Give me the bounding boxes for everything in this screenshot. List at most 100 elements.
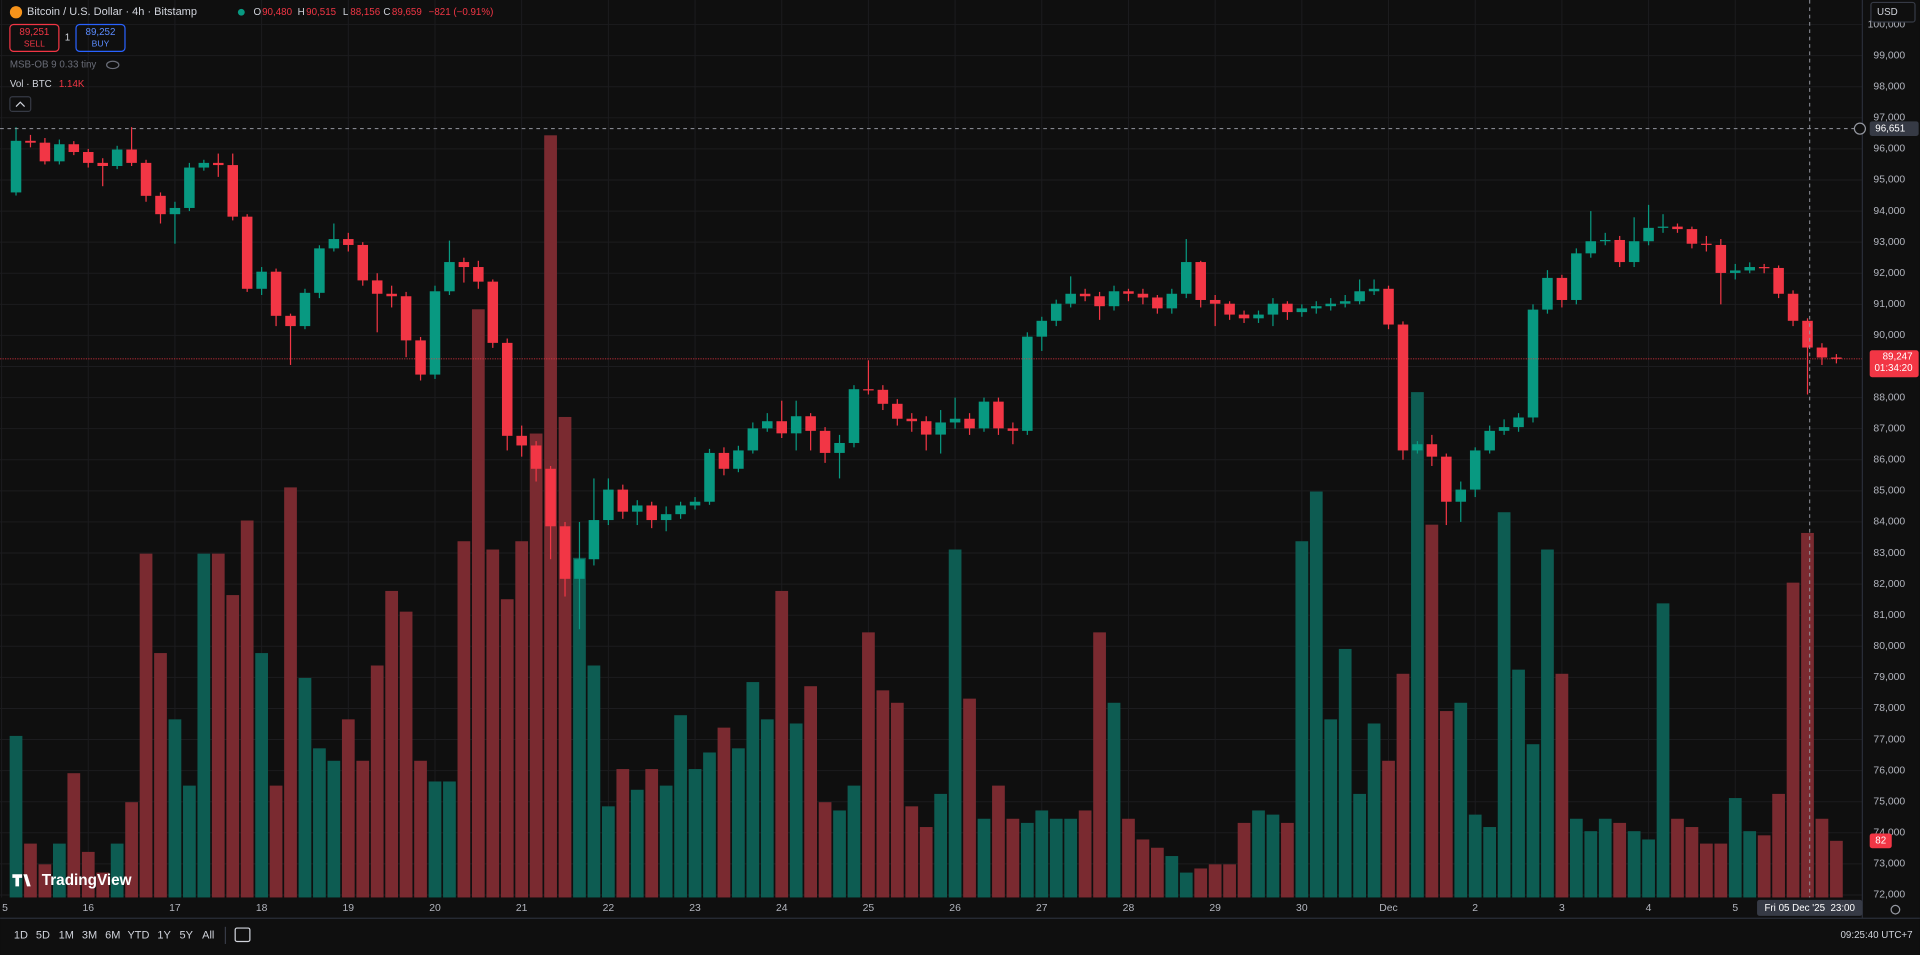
indicator-label: MSB-OB 9 0.33 tiny <box>10 59 97 70</box>
volume-bar <box>1815 818 1829 898</box>
volume-bar <box>1252 810 1265 898</box>
volume-bar <box>1382 760 1395 898</box>
range-button[interactable]: 1D <box>14 929 28 941</box>
candle-body <box>762 421 773 429</box>
buy-label[interactable]: BUY <box>92 38 110 48</box>
buy-price[interactable]: 89,252 <box>86 27 116 38</box>
sell-label[interactable]: SELL <box>24 38 45 48</box>
volume-bar <box>1309 491 1323 898</box>
candle-body <box>949 418 961 423</box>
volume-bar <box>1266 814 1280 898</box>
y-tick-label: 96,000 <box>1873 144 1905 155</box>
candle-body <box>1513 417 1524 428</box>
currency[interactable]: USD <box>1877 7 1898 18</box>
volume-bar <box>1439 711 1453 898</box>
candle-body <box>415 340 426 375</box>
range-button[interactable]: 3M <box>82 929 97 941</box>
volume-bar <box>385 590 399 898</box>
volume-bar <box>1598 818 1612 898</box>
range-button[interactable]: 5Y <box>179 929 193 941</box>
volume-bar <box>1411 392 1424 898</box>
candle-body <box>285 315 296 327</box>
volume-layer <box>9 135 1843 898</box>
collapse-button[interactable] <box>9 96 32 113</box>
volume-bar <box>1353 793 1366 898</box>
hide-icon[interactable] <box>106 60 120 70</box>
date-range-button[interactable] <box>234 927 251 943</box>
volume-bar <box>789 723 803 898</box>
candle-body <box>184 167 195 208</box>
volume-bar <box>1324 719 1338 898</box>
sell-button[interactable] <box>9 23 60 53</box>
volume-bar <box>486 549 500 898</box>
y-tick-label: 99,000 <box>1873 50 1905 61</box>
candle-body <box>386 293 397 297</box>
candle-body <box>1253 314 1264 319</box>
candle-body <box>1354 291 1365 302</box>
candle-body <box>574 559 585 579</box>
x-tick-label: 22 <box>603 903 615 914</box>
y-tick-label: 76,000 <box>1873 765 1905 776</box>
volume-bar <box>183 785 196 898</box>
overlay <box>0 0 1863 898</box>
volume-bar <box>1136 839 1150 898</box>
candle-body <box>1209 299 1221 304</box>
volume-bar <box>1165 856 1179 898</box>
x-tick-label: 30 <box>1296 903 1308 914</box>
volume-bar <box>1772 793 1785 898</box>
candle-body <box>1339 301 1351 304</box>
clock: 09:25:40 UTC+7 <box>1841 930 1913 941</box>
range-button[interactable]: All <box>202 929 214 941</box>
volume-bar <box>1179 872 1193 898</box>
candle-body <box>328 239 340 249</box>
candle-body <box>1455 489 1467 502</box>
candle-body <box>1180 262 1192 294</box>
candle-body <box>964 418 975 429</box>
sell-price[interactable]: 89,251 <box>19 27 49 38</box>
candle-body <box>444 262 455 292</box>
y-tick-label: 95,000 <box>1873 175 1905 186</box>
x-tick-label: Dec <box>1379 903 1397 914</box>
candle-body <box>1657 226 1669 228</box>
currency-button[interactable] <box>1870 1 1916 23</box>
candle-body <box>617 489 629 512</box>
buy-button[interactable] <box>75 23 126 53</box>
volume-bar <box>963 698 976 898</box>
volume-bar <box>67 773 81 898</box>
candle-body <box>487 281 499 343</box>
volume-bar <box>630 789 644 898</box>
candle-body <box>1744 267 1755 271</box>
volume-bar <box>1093 632 1106 898</box>
candle-body <box>935 422 946 435</box>
range-button[interactable]: 1Y <box>157 929 171 941</box>
range-button[interactable]: 1M <box>59 929 74 941</box>
candle-body <box>790 416 802 434</box>
volume-bar <box>414 760 427 898</box>
candle-body <box>1094 296 1105 307</box>
change: −821 (−0.91%) <box>429 7 494 18</box>
volume-bar <box>24 843 37 898</box>
settings-icon[interactable] <box>1890 904 1901 915</box>
y-tick-label: 92,000 <box>1873 268 1905 279</box>
candle-body <box>1773 267 1784 294</box>
symbol-title: Bitcoin / U.S. Dollar · 4h · Bitstamp <box>27 6 197 18</box>
volume-bar <box>977 818 991 898</box>
candle-body <box>1758 267 1770 269</box>
range-button[interactable]: YTD <box>127 929 149 941</box>
volume-bar <box>847 785 861 898</box>
volume-bar <box>905 806 919 898</box>
candle-body <box>213 162 224 166</box>
range-toolbar: 1D 5D 1M 3M 6M YTD 1Y 5Y All <box>14 929 214 941</box>
candle-body <box>1484 430 1495 451</box>
ohlc-value: 90,515 <box>306 7 336 18</box>
range-button[interactable]: 5D <box>36 929 50 941</box>
volume-bar <box>370 665 384 898</box>
volume-bar <box>428 781 442 898</box>
candle-body <box>877 389 889 404</box>
range-button[interactable]: 6M <box>105 929 120 941</box>
volume-bar <box>500 599 514 898</box>
volume-bar <box>587 665 601 898</box>
volume-bar <box>1223 864 1236 898</box>
add-alert-icon[interactable] <box>1853 122 1867 135</box>
